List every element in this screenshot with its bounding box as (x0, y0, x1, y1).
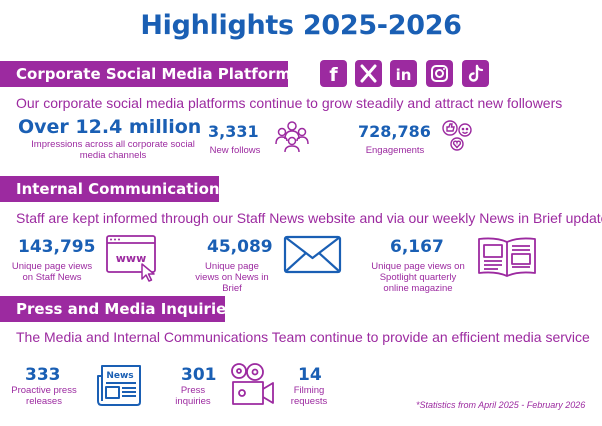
follows-value: 3,331 (208, 122, 259, 141)
x-icon[interactable] (355, 60, 382, 87)
social-banner: Corporate Social Media Platforms (0, 61, 300, 87)
press-banner: Press and Media Inquiries (0, 296, 235, 322)
social-heading: Corporate Social Media Platforms (16, 65, 301, 83)
filming-label: Filming requests (290, 385, 328, 407)
facebook-icon[interactable]: f (320, 60, 347, 87)
engagements-label: Engagements (365, 145, 425, 156)
follows-label: New follows (209, 145, 261, 156)
social-lead: Our corporate social media platforms con… (16, 95, 563, 111)
internal-banner: Internal Communications (0, 176, 228, 202)
newspaper-icon-text: News (106, 371, 133, 381)
internal-lead: Staff are kept informed through our Staf… (16, 210, 602, 226)
engagements-value: 728,786 (358, 122, 431, 141)
film-camera-icon (231, 363, 274, 405)
staffnews-value: 143,795 (18, 237, 96, 257)
www-browser-icon: www (106, 235, 156, 282)
brief-value: 45,089 (207, 237, 273, 257)
inquiries-value: 301 (181, 365, 217, 385)
page-title: Highlights 2025-2026 (140, 10, 462, 41)
impressions-label: Impressions across all corporate social … (31, 139, 195, 161)
releases-value: 333 (25, 365, 61, 385)
newspaper-icon: News (97, 365, 141, 406)
filming-value: 14 (298, 365, 322, 385)
svg-text:www: www (116, 252, 147, 265)
inquiries-label: Press inquiries (175, 385, 211, 407)
impressions-value: Over 12.4 million (18, 116, 202, 138)
brief-label: Unique page views on News in Brief (195, 261, 269, 294)
people-group-icon (275, 121, 309, 153)
reactions-icon (442, 120, 472, 151)
staffnews-label: Unique page views on Staff News (11, 261, 93, 283)
tiktok-icon[interactable] (462, 60, 489, 87)
linkedin-icon[interactable]: in (390, 60, 417, 87)
press-heading: Press and Media Inquiries (16, 300, 236, 318)
internal-heading: Internal Communications (16, 180, 229, 198)
svg-text:f: f (329, 64, 338, 86)
open-magazine-icon (478, 237, 536, 277)
envelope-icon (283, 235, 342, 274)
instagram-icon[interactable] (426, 60, 453, 87)
spotlight-value: 6,167 (390, 237, 444, 257)
press-lead: The Media and Internal Communications Te… (16, 329, 590, 345)
svg-text:in: in (396, 66, 412, 84)
spotlight-label: Unique page views on Spotlight quarterly… (371, 261, 465, 294)
releases-label: Proactive press releases (11, 385, 77, 407)
statistics-footnote: *Statistics from April 2025 - February 2… (416, 400, 586, 410)
